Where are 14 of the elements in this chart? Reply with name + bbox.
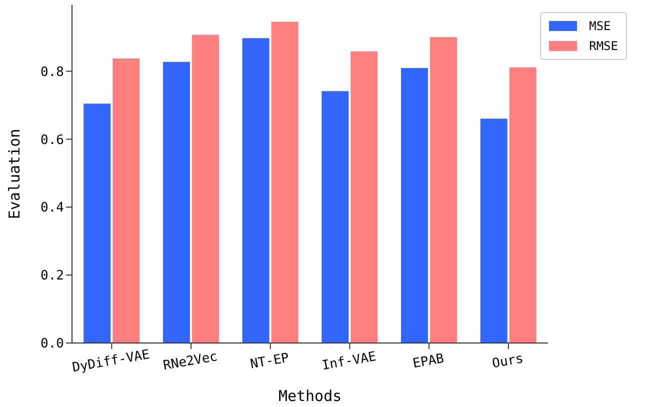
legend-label: MSE: [589, 19, 611, 33]
x-tick-label: Inf-VAE: [320, 349, 378, 374]
y-tick-label: 0.6: [40, 132, 64, 148]
y-tick-label: 0.0: [40, 336, 64, 352]
x-tick-label: EPAB: [412, 351, 446, 372]
x-axis-title: Methods: [278, 387, 342, 405]
x-tick-label: NT-EP: [249, 350, 291, 372]
legend-label: RMSE: [589, 39, 618, 53]
y-tick-label: 0.8: [40, 64, 64, 80]
y-axis-title: Evaluation: [5, 128, 24, 220]
x-tick-label: Ours: [491, 351, 525, 372]
y-tick-label: 0.4: [40, 200, 64, 216]
x-tick-label: RNe2Vec: [162, 349, 219, 374]
y-tick-label: 0.2: [40, 268, 64, 284]
